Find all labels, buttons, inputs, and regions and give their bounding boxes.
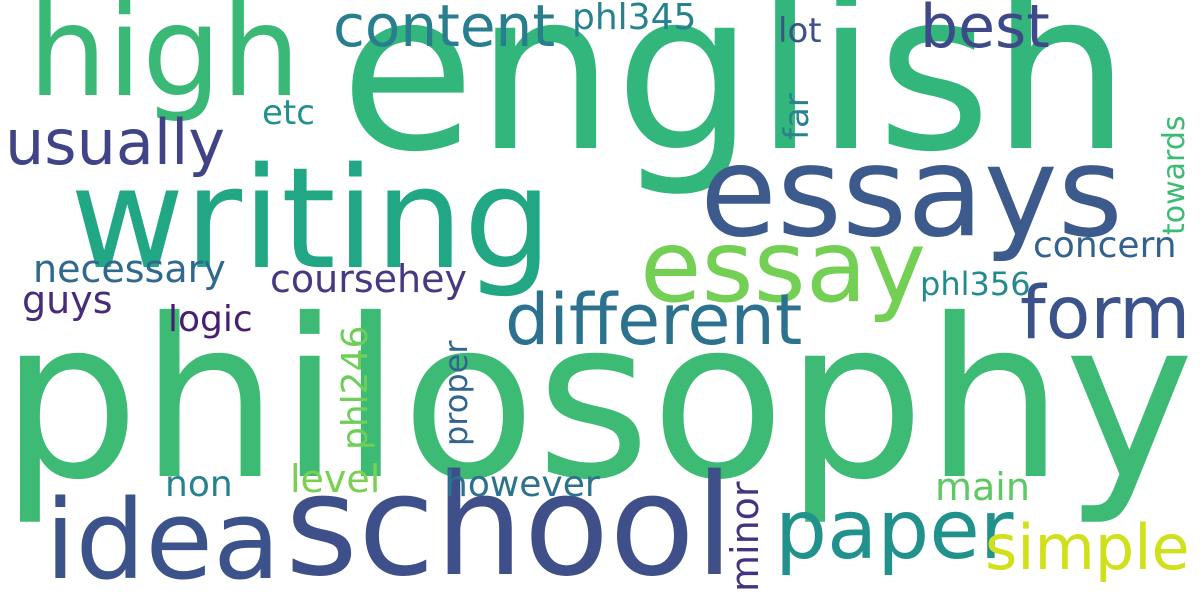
word-concern: concern [1033,225,1177,266]
word-essay: essay [640,208,927,325]
word-towards: towards [1157,115,1192,235]
word-non: non [165,464,233,505]
word-far: far [777,93,817,140]
word-guys: guys [22,278,113,322]
word-different: different [505,279,803,361]
word-coursehey: coursehey [270,257,467,301]
word-best: best [920,0,1050,62]
word-proper: proper [437,340,475,447]
word-simple: simple [985,511,1190,584]
word-writing: writing [70,138,553,301]
word-logic: logic [168,299,253,340]
word-level: level [290,457,381,501]
word-lot: lot [778,11,822,51]
word-high: high [28,0,301,125]
word-usually: usually [5,106,226,179]
word-phl246: phl246 [335,325,376,450]
word-minor: minor [723,481,767,592]
word-paper: paper [775,483,1014,578]
word-school: school [285,445,734,600]
word-essays: essays [700,120,1123,265]
word-main: main [935,465,1030,509]
word-etc: etc [262,93,315,133]
word-idea: idea [45,476,281,600]
word-form: form [1020,271,1191,356]
word-english: english [340,0,1131,200]
word-phl356: phl356 [920,265,1031,303]
word-however: however [445,464,600,505]
word-philosophy: philosophy [0,272,1195,528]
word-necessary: necessary [33,247,226,291]
word-content: content [333,0,556,60]
word-phl345: phl345 [572,0,697,38]
